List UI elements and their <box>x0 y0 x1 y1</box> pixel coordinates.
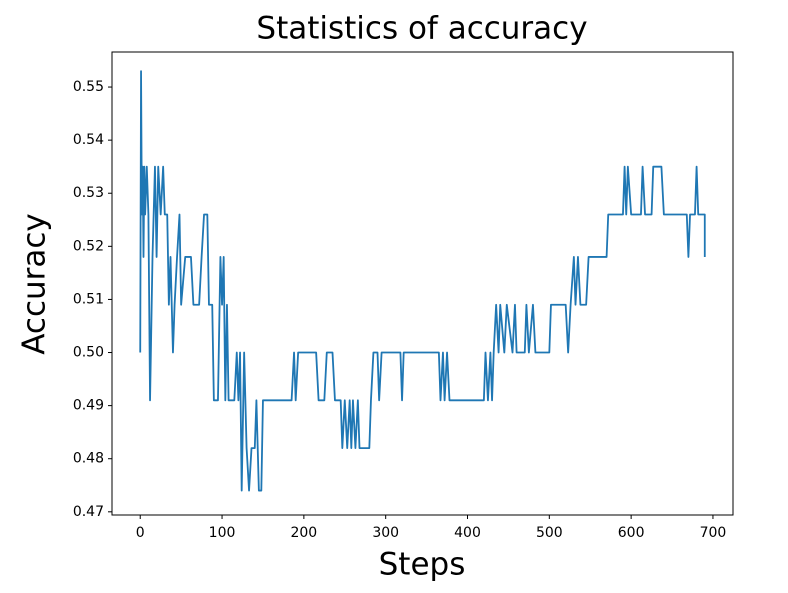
y-axis-label: Accuracy <box>17 213 53 355</box>
y-tick-label: 0.50 <box>73 345 104 361</box>
x-tick-label: 100 <box>209 525 236 541</box>
y-tick-label: 0.55 <box>73 79 104 95</box>
y-tick-label: 0.53 <box>73 185 104 201</box>
y-tick-label: 0.52 <box>73 238 104 254</box>
x-tick-label: 300 <box>372 525 399 541</box>
x-tick-label: 700 <box>700 525 727 541</box>
y-tick-label: 0.48 <box>73 451 104 467</box>
y-tick-label: 0.51 <box>73 291 104 307</box>
x-tick-label: 200 <box>290 525 317 541</box>
y-tick-label: 0.54 <box>73 132 104 148</box>
x-tick-label: 500 <box>536 525 563 541</box>
x-tick-label: 400 <box>454 525 481 541</box>
plot-frame <box>111 51 734 516</box>
x-tick-label: 0 <box>136 525 145 541</box>
y-tick-label: 0.49 <box>73 398 104 414</box>
y-tick-label: 0.47 <box>73 504 104 520</box>
chart-title: Statistics of accuracy <box>256 11 587 47</box>
x-axis-label: Steps <box>379 547 466 583</box>
data-line <box>139 70 706 492</box>
x-tick-label: 600 <box>618 525 645 541</box>
